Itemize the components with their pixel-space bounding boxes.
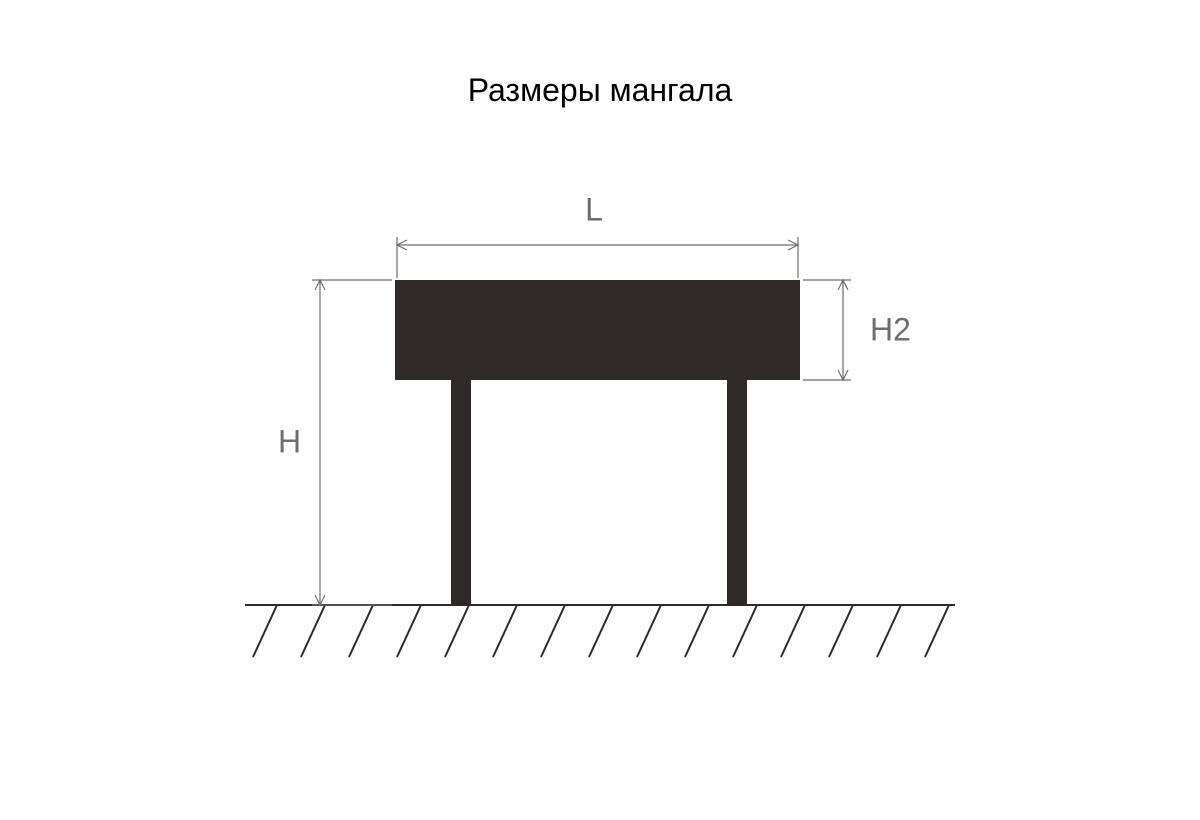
brazier-body bbox=[395, 280, 800, 380]
dimension-label-H: H bbox=[278, 424, 301, 461]
ground-hatch bbox=[349, 605, 373, 657]
ground-hatch bbox=[637, 605, 661, 657]
brazier-dimension-diagram bbox=[0, 0, 1200, 820]
ground-hatch bbox=[877, 605, 901, 657]
ground-hatch bbox=[541, 605, 565, 657]
ground-hatch bbox=[493, 605, 517, 657]
ground-hatch bbox=[781, 605, 805, 657]
dimension-label-H2: H2 bbox=[870, 312, 911, 349]
ground-hatch bbox=[685, 605, 709, 657]
ground-hatch bbox=[589, 605, 613, 657]
ground-hatch bbox=[925, 605, 949, 657]
brazier-leg-right bbox=[727, 380, 747, 605]
ground-hatch bbox=[733, 605, 757, 657]
ground-hatch bbox=[829, 605, 853, 657]
ground-hatch bbox=[397, 605, 421, 657]
ground-hatch bbox=[445, 605, 469, 657]
ground-hatch bbox=[301, 605, 325, 657]
dimension-label-L: L bbox=[585, 192, 603, 229]
brazier-leg-left bbox=[451, 380, 471, 605]
ground-hatch bbox=[253, 605, 277, 657]
